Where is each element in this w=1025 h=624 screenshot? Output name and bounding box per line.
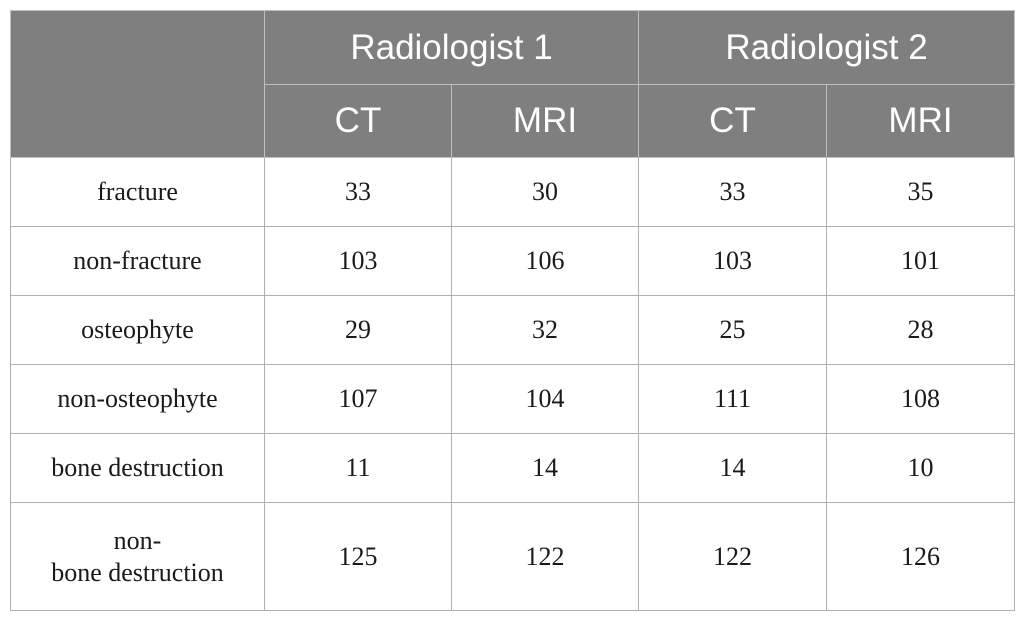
table-row: fracture 33 30 33 35 <box>10 157 1015 227</box>
cell-r2-mri: 35 <box>826 157 1015 227</box>
cell-r2-ct: 111 <box>638 364 827 434</box>
row-label-text: non-fracture <box>73 246 202 276</box>
cell-r1-mri: 106 <box>451 226 639 296</box>
row-label: osteophyte <box>10 295 265 365</box>
table-container: Radiologist 1 Radiologist 2 CT MRI CT MR… <box>10 10 1015 611</box>
table-body: fracture 33 30 33 35 non-fracture 103 10… <box>10 157 1015 611</box>
cell-r2-ct: 122 <box>638 502 827 611</box>
cell-r1-ct: 33 <box>264 157 452 227</box>
row-label-text-line-1: non- <box>113 526 162 556</box>
row-label-text-line-2: bone destruction <box>51 557 224 587</box>
cell-r1-ct: 125 <box>264 502 452 611</box>
table-row: bone destruction 11 14 14 10 <box>10 433 1015 503</box>
header-row-groups: Radiologist 1 Radiologist 2 <box>10 10 1015 158</box>
cell-r1-ct: 29 <box>264 295 452 365</box>
cell-r2-mri: 10 <box>826 433 1015 503</box>
row-label-text: bone destruction <box>51 453 224 483</box>
table-header: Radiologist 1 Radiologist 2 CT MRI CT MR… <box>10 10 1015 158</box>
cell-r2-mri: 108 <box>826 364 1015 434</box>
row-label: non-osteophyte <box>10 364 265 434</box>
row-label-text: non-osteophyte <box>57 384 218 414</box>
corner-header-cell <box>10 10 265 158</box>
cell-r1-ct: 103 <box>264 226 452 296</box>
cell-r2-ct: 25 <box>638 295 827 365</box>
header-row-modalities: CT MRI CT MRI <box>11 84 1015 158</box>
cell-r2-mri: 126 <box>826 502 1015 611</box>
cell-r2-ct: 103 <box>638 226 827 296</box>
cell-r2-mri: 101 <box>826 226 1015 296</box>
cell-r1-ct: 11 <box>264 433 452 503</box>
cell-r1-mri: 30 <box>451 157 639 227</box>
table-row: non- bone destruction 125 122 122 126 <box>10 502 1015 611</box>
subheader-r1-ct: CT <box>264 84 452 158</box>
row-label: non- bone destruction <box>10 502 265 611</box>
table-row: non-fracture 103 106 103 101 <box>10 226 1015 296</box>
cell-r1-mri: 104 <box>451 364 639 434</box>
table-row: non-osteophyte 107 104 111 108 <box>10 364 1015 434</box>
group-header-radiologist-1: Radiologist 1 <box>264 10 639 85</box>
row-label: bone destruction <box>10 433 265 503</box>
cell-r1-ct: 107 <box>264 364 452 434</box>
row-label: fracture <box>10 157 265 227</box>
cell-r1-mri: 14 <box>451 433 639 503</box>
row-label-text: fracture <box>97 177 178 207</box>
cell-r1-mri: 122 <box>451 502 639 611</box>
row-label: non-fracture <box>10 226 265 296</box>
table-row: osteophyte 29 32 25 28 <box>10 295 1015 365</box>
subheader-r1-mri: MRI <box>451 84 639 158</box>
cell-r1-mri: 32 <box>451 295 639 365</box>
data-table: Radiologist 1 Radiologist 2 CT MRI CT MR… <box>10 10 1015 611</box>
group-header-radiologist-2: Radiologist 2 <box>638 10 1015 85</box>
row-label-text: osteophyte <box>81 315 194 345</box>
cell-r2-ct: 14 <box>638 433 827 503</box>
subheader-r2-mri: MRI <box>826 84 1015 158</box>
subheader-r2-ct: CT <box>638 84 827 158</box>
cell-r2-mri: 28 <box>826 295 1015 365</box>
cell-r2-ct: 33 <box>638 157 827 227</box>
